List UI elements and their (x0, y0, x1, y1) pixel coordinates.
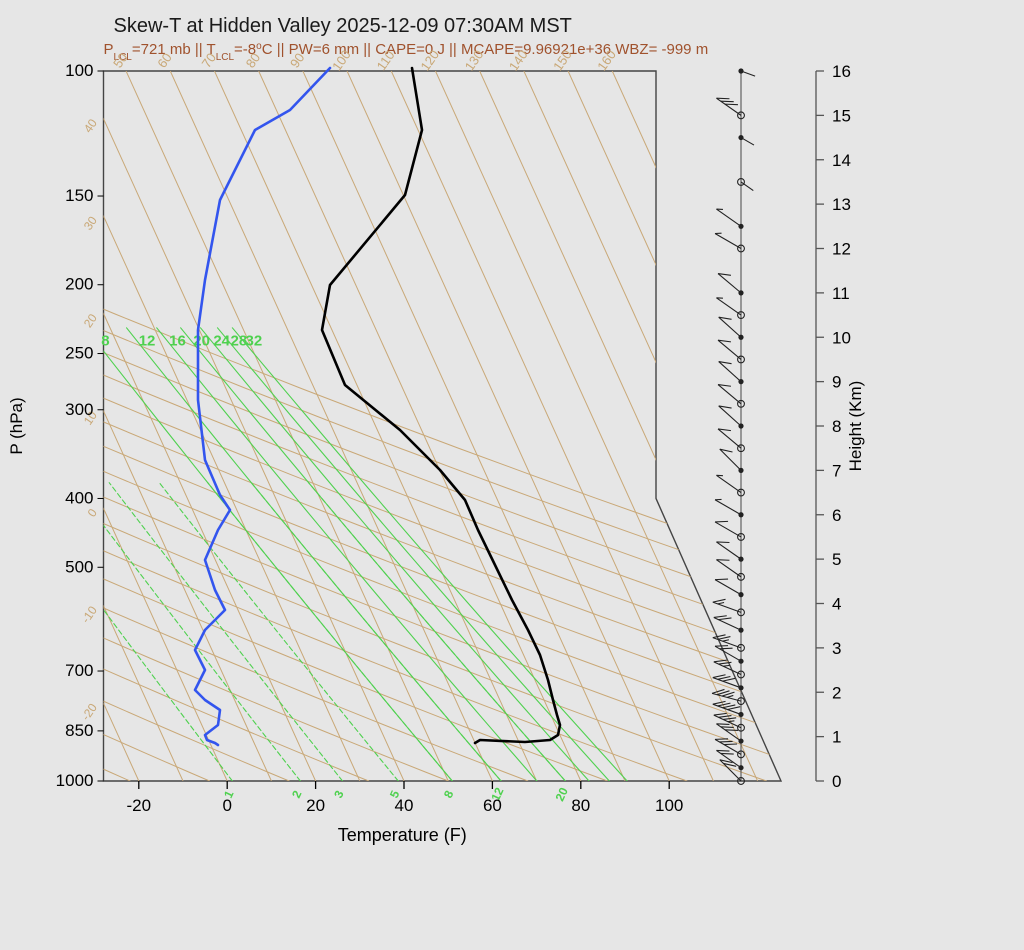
svg-text:100: 100 (65, 61, 93, 80)
svg-text:12: 12 (139, 333, 156, 350)
svg-text:20: 20 (306, 796, 325, 815)
svg-text:4: 4 (832, 595, 841, 614)
svg-text:8: 8 (101, 333, 109, 350)
svg-text:80: 80 (571, 796, 590, 815)
svg-text:15: 15 (832, 106, 851, 125)
svg-text:9: 9 (832, 373, 841, 392)
svg-text:200: 200 (65, 275, 93, 294)
svg-text:3: 3 (832, 639, 841, 658)
svg-text:Temperature (F): Temperature (F) (338, 825, 467, 845)
svg-text:16: 16 (832, 62, 851, 81)
svg-text:20: 20 (193, 333, 210, 350)
svg-text:12: 12 (832, 240, 851, 259)
svg-text:300: 300 (65, 400, 93, 419)
svg-text:0: 0 (832, 772, 841, 791)
svg-text:13: 13 (832, 195, 851, 214)
svg-text:250: 250 (65, 344, 93, 363)
svg-text:500: 500 (65, 557, 93, 576)
svg-text:-20: -20 (127, 796, 152, 815)
svg-text:100: 100 (655, 796, 683, 815)
svg-text:11: 11 (832, 284, 850, 303)
svg-text:400: 400 (65, 488, 93, 507)
svg-text:24: 24 (213, 333, 230, 350)
svg-text:Skew-T at Hidden Valley 2025-1: Skew-T at Hidden Valley 2025-12-09 07:30… (114, 15, 572, 37)
svg-text:40: 40 (395, 796, 414, 815)
svg-text:Height (Km): Height (Km) (846, 381, 865, 472)
svg-text:150: 150 (65, 186, 93, 205)
svg-text:7: 7 (832, 461, 841, 480)
svg-text:1000: 1000 (56, 771, 94, 790)
svg-text:P (hPa): P (hPa) (7, 397, 26, 454)
svg-text:700: 700 (65, 661, 93, 680)
svg-text:32: 32 (246, 333, 263, 350)
svg-text:2: 2 (832, 683, 841, 702)
svg-text:8: 8 (832, 417, 841, 436)
svg-text:1: 1 (832, 728, 841, 747)
svg-text:850: 850 (65, 721, 93, 740)
svg-text:60: 60 (483, 796, 502, 815)
svg-text:5: 5 (832, 550, 841, 569)
svg-text:0: 0 (222, 796, 231, 815)
svg-text:14: 14 (832, 151, 851, 170)
svg-text:10: 10 (832, 328, 851, 347)
svg-text:16: 16 (169, 333, 186, 350)
svg-text:6: 6 (832, 506, 841, 525)
